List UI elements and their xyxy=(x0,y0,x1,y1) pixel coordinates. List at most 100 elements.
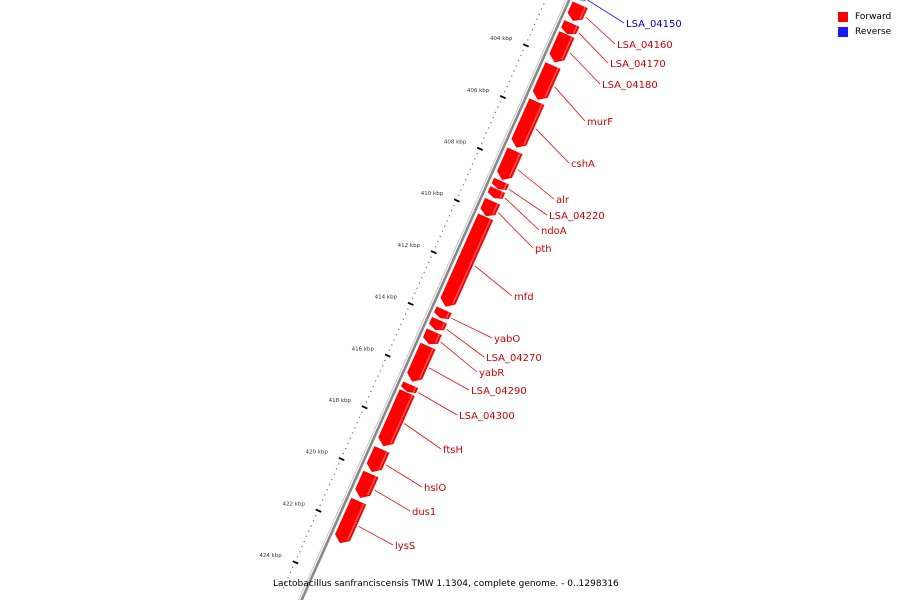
scale-dot xyxy=(511,75,513,77)
gene-arrow-lsa_04150[interactable] xyxy=(572,0,588,2)
scale-dot xyxy=(400,323,402,326)
gene-connector xyxy=(440,341,478,373)
scale-dot xyxy=(476,153,478,155)
gene-label-lsa_04180[interactable]: LSA_04180 xyxy=(602,80,658,91)
gene-label-dus1[interactable]: dus1 xyxy=(412,507,436,518)
reverse-swatch xyxy=(838,26,848,37)
gene-connector xyxy=(404,423,442,450)
gene-connector xyxy=(535,128,570,164)
gene-highlight xyxy=(579,7,586,19)
gene-highlight xyxy=(418,348,434,379)
gene-label-ndoa[interactable]: ndoA xyxy=(541,226,567,237)
gene-label-csha[interactable]: cshA xyxy=(571,159,595,170)
scale-dot xyxy=(434,246,437,248)
gene-arrow-lsa_04160[interactable] xyxy=(566,0,589,22)
gene-label-lsa_04150[interactable]: LSA_04150 xyxy=(626,19,682,30)
gene-connector xyxy=(585,16,616,45)
gene-arrow-lsa_04290[interactable] xyxy=(406,341,437,383)
gene-highlight xyxy=(440,322,446,330)
gene-arrow-hslo[interactable] xyxy=(366,445,391,473)
scale-dot xyxy=(292,566,294,569)
gene-arrow-lyss[interactable] xyxy=(334,497,368,544)
gene-label-alr[interactable]: alr xyxy=(556,195,570,206)
scale-dot xyxy=(490,122,492,124)
gene-arrow-ftsh[interactable] xyxy=(377,388,416,447)
gene-connector xyxy=(418,392,458,416)
scale-dot xyxy=(388,349,391,351)
scale-dot xyxy=(418,282,421,284)
tick-label: 416 kbp xyxy=(352,346,375,352)
scale-dot xyxy=(439,235,441,238)
legend-reverse: Reverse xyxy=(838,24,891,39)
gene-connector xyxy=(554,86,586,122)
gene-highlight xyxy=(452,218,492,304)
gene-highlight xyxy=(434,334,440,344)
scale-dot xyxy=(423,272,425,274)
gene-connector xyxy=(578,32,609,64)
scale-dot xyxy=(540,8,543,10)
gene-arrow-csha[interactable] xyxy=(510,97,546,149)
gene-connector xyxy=(504,197,540,231)
scale-dot xyxy=(444,225,446,227)
gene-arrow-murf[interactable] xyxy=(532,61,562,101)
gene-label-hslo[interactable]: hslO xyxy=(424,483,446,494)
legend-forward: Forward xyxy=(838,9,891,24)
gene-arrow-mfd[interactable] xyxy=(439,212,494,308)
scale-dot xyxy=(347,442,349,444)
gene-label-lsa_04170[interactable]: LSA_04170 xyxy=(610,59,666,70)
scale-dot xyxy=(345,447,347,450)
gene-highlight xyxy=(544,67,559,98)
gene-highlight xyxy=(508,153,521,178)
tick-label: 418 kbp xyxy=(329,398,352,404)
scale-dot xyxy=(354,427,356,429)
gene-arrow-lsa_04180[interactable] xyxy=(548,30,576,64)
gene-label-lsa_04270[interactable]: LSA_04270 xyxy=(486,353,542,364)
scale-dot xyxy=(338,463,340,465)
tick-label: 420 kbp xyxy=(305,450,328,456)
scale-dot xyxy=(494,111,497,114)
gene-label-lsa_04220[interactable]: LSA_04220 xyxy=(549,211,605,222)
gene-label-yabo[interactable]: yabO xyxy=(494,334,520,345)
tick-label: 412 kbp xyxy=(398,243,421,249)
gene-label-lyss[interactable]: lysS xyxy=(395,541,415,552)
gene-connector xyxy=(446,328,485,358)
scale-dot xyxy=(481,142,483,145)
scale-dot xyxy=(531,29,534,31)
scale-dot xyxy=(504,91,506,93)
scale-dot xyxy=(285,582,287,584)
scale-dot xyxy=(446,220,448,222)
scale-dot xyxy=(303,540,305,543)
gene-label-lsa_04300[interactable]: LSA_04300 xyxy=(459,411,515,422)
scale-dot xyxy=(372,385,374,388)
gene-arrow-dus1[interactable] xyxy=(354,469,380,499)
scale-dot xyxy=(457,194,460,196)
scale-dot xyxy=(471,163,474,165)
gene-highlight xyxy=(572,25,578,34)
gene-label-pth[interactable]: pth xyxy=(535,244,552,255)
scale-dot xyxy=(402,318,404,320)
gene-label-ftsh[interactable]: ftsH xyxy=(443,445,463,456)
gene-label-murf[interactable]: murF xyxy=(587,117,613,128)
gene-arrow-pth[interactable] xyxy=(479,197,501,217)
scale-dot xyxy=(305,535,308,537)
gene-labels: LSA_04150 LSA_04160 LSA_04170 LSA_04180 murF… xyxy=(358,0,682,552)
gene-connector xyxy=(517,169,555,200)
scale-dots xyxy=(282,3,545,589)
scale-dot xyxy=(324,494,326,496)
gene-label-lsa_04160[interactable]: LSA_04160 xyxy=(617,40,673,51)
scale-dot xyxy=(520,54,522,57)
scale-dot xyxy=(374,380,377,382)
gene-connector xyxy=(569,52,601,85)
gene-highlight xyxy=(390,394,413,444)
scale-dot xyxy=(515,65,517,67)
gene-label-yabr[interactable]: yabR xyxy=(479,368,504,379)
gene-connector xyxy=(451,317,493,339)
gene-label-lsa_04290[interactable]: LSA_04290 xyxy=(471,386,527,397)
scale-dot xyxy=(379,370,381,372)
gene-connector xyxy=(474,265,513,297)
gene-arrow-alr[interactable] xyxy=(496,146,524,181)
scale-dot xyxy=(464,178,467,181)
gene-label-mfd[interactable]: mfd xyxy=(514,292,534,303)
